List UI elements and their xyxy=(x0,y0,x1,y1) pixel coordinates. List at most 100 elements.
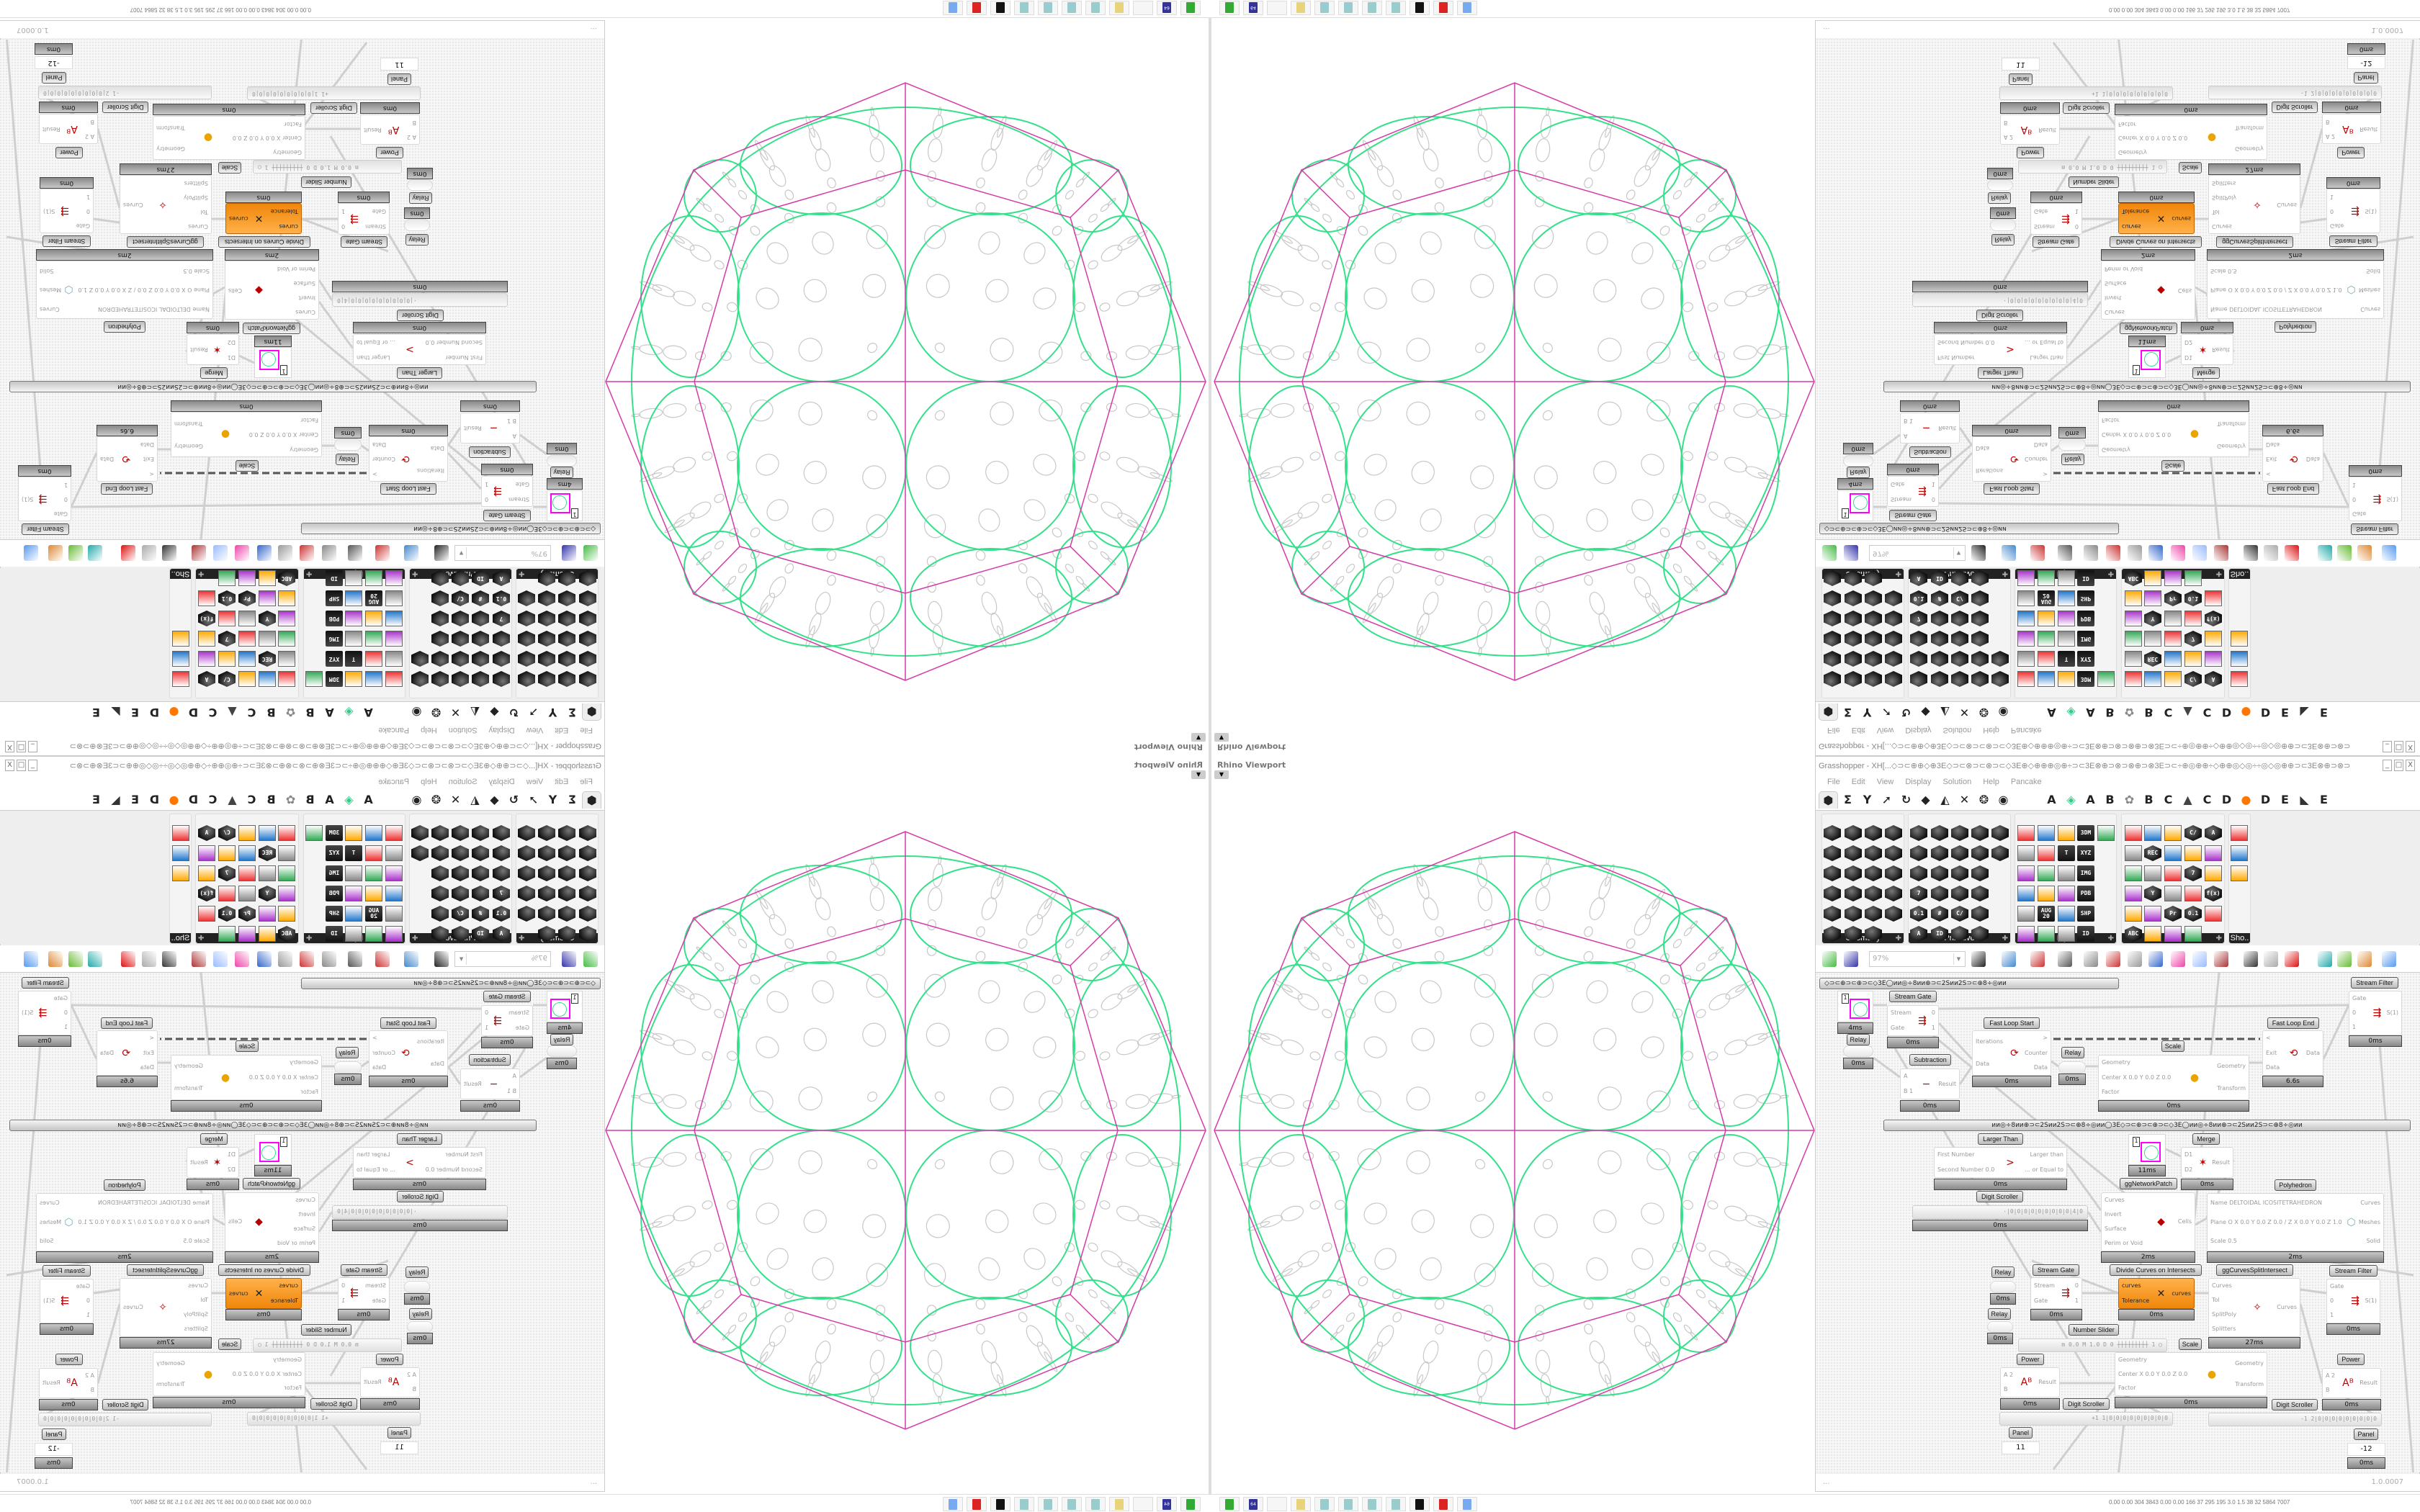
input-second[interactable]: Second Number 0.0 xyxy=(425,339,483,346)
arrow-icon[interactable] xyxy=(2144,926,2161,942)
output-1[interactable]: 1 xyxy=(485,1024,489,1031)
ggcurvessplitintersect-component[interactable]: Curves Tol SplitPoly Splitters Curves ✧ xyxy=(120,175,212,234)
digit-scroller-label[interactable]: Digit Scroller xyxy=(310,102,357,114)
minimize-button[interactable]: _ xyxy=(2383,741,2392,752)
scale-component[interactable]: Geometry Center X 0.0 Y 0.0 Z 0.0 Factor Ge… xyxy=(2098,412,2249,457)
input-geometry[interactable]: Geometry xyxy=(273,1356,302,1363)
output-largerthan[interactable]: Larger than xyxy=(2030,1151,2063,1158)
input-plane[interactable]: Plane O X 0.0 Y 0.0 Z 0.0 / Z X 0.0 Y 0.… xyxy=(78,1218,210,1225)
divide-curves-on-intersects-component[interactable]: curves Tolerance curves ✕ xyxy=(225,203,302,234)
tab-params-icon[interactable]: ⬢ xyxy=(582,791,601,809)
chevron-down-icon[interactable]: ▼ xyxy=(457,547,467,559)
tab-mesh-icon[interactable]: ◭ xyxy=(470,793,480,806)
rhino-viewport[interactable]: Rhino Viewport ▼ xyxy=(605,756,1210,1494)
point-icon[interactable] xyxy=(1865,825,1882,841)
relay-component[interactable] xyxy=(404,219,430,231)
output-0[interactable]: 0 xyxy=(485,1009,489,1017)
menu-item-solution[interactable]: Solution xyxy=(448,778,478,786)
pr-icon[interactable]: Pr xyxy=(238,906,256,922)
group-bar[interactable]: ◇⊃⊂⊕⊃⊂⊕⊃⊂◇3E◯ᴎᴎ◎÷8ᴎᴎ⊕⊃⊂2Sᴎᴎ2S⊃⊂⊕8÷◎ᴎᴎ xyxy=(301,523,601,534)
mesh-icon[interactable] xyxy=(1845,906,1862,922)
digit-scroller-slider[interactable]: ·|0|0|0|0|0|0|0|0|0|4|0 xyxy=(1912,293,2088,307)
input-b[interactable]: B xyxy=(2004,120,2008,126)
trim-icon[interactable] xyxy=(348,545,362,561)
trim-icon[interactable] xyxy=(2058,545,2072,561)
input-name[interactable]: Name DELTOIDAL ICOSITETRAHEDRON xyxy=(97,1200,210,1207)
output-result[interactable]: Result xyxy=(2212,346,2230,354)
graph-icon[interactable] xyxy=(385,845,403,861)
output-data[interactable]: Data xyxy=(2305,1049,2320,1056)
expand-icon[interactable]: ✚ xyxy=(2002,570,2008,577)
img-icon[interactable]: IMG xyxy=(2077,631,2094,647)
menu-item-file[interactable]: File xyxy=(1827,778,1840,786)
gradient-icon[interactable] xyxy=(365,865,382,881)
output-largerthan[interactable]: Larger than xyxy=(2030,354,2063,361)
gem-icon[interactable] xyxy=(121,545,135,561)
input-gate[interactable]: Gate xyxy=(515,1024,529,1031)
dial-icon[interactable] xyxy=(2164,570,2182,586)
tab-sets-icon[interactable]: Y xyxy=(548,706,557,719)
tab-c[interactable]: C xyxy=(208,706,218,719)
input-first[interactable]: First Number xyxy=(445,1151,483,1158)
c--icon[interactable]: C/ xyxy=(2184,825,2202,841)
eye-icon[interactable] xyxy=(2002,545,2016,561)
relay-component[interactable] xyxy=(407,179,433,191)
stream-gate-component[interactable]: Stream Gate 0 1 ⇶ xyxy=(1887,1005,1939,1036)
list-icon[interactable] xyxy=(385,926,403,942)
t-icon[interactable]: T xyxy=(345,651,362,667)
domain-icon[interactable] xyxy=(1991,825,2009,841)
minimize-button[interactable]: _ xyxy=(28,760,37,771)
input-second[interactable]: Second Number 0.0 xyxy=(1937,1166,1995,1173)
chevron-down-icon[interactable]: ▼ xyxy=(457,953,467,965)
leaf-icon[interactable] xyxy=(493,825,510,841)
--icon[interactable] xyxy=(472,631,489,647)
digit-scroller-slider[interactable]: +1 1|0|0|0|0|0|0|0|0|0 xyxy=(1999,86,2173,100)
fast-loop-end-label[interactable]: Fast Loop End xyxy=(2267,483,2319,495)
input-iterations[interactable]: Iterations xyxy=(416,467,444,474)
taskbar-red-app-icon[interactable] xyxy=(967,1497,987,1511)
output-result[interactable]: Result xyxy=(2212,1158,2230,1166)
expand-icon[interactable]: ✚ xyxy=(412,570,418,577)
package-icon[interactable] xyxy=(2171,951,2185,967)
input-d2[interactable]: D2 xyxy=(2184,339,2193,346)
input-b[interactable]: B xyxy=(412,120,417,126)
spiral-icon[interactable] xyxy=(1885,671,1902,687)
input-invert[interactable]: Invert xyxy=(2105,294,2122,301)
expand-icon[interactable]: ✚ xyxy=(2107,935,2114,942)
stripes-icon[interactable] xyxy=(472,651,489,667)
panel-value[interactable]: 11 xyxy=(380,1441,418,1454)
relay-label[interactable]: Relay xyxy=(1988,192,2011,204)
relay-component[interactable] xyxy=(1990,219,2016,231)
tab-vector-icon[interactable]: ➚ xyxy=(1881,793,1892,806)
tab-plugin-icon[interactable]: ● xyxy=(2241,793,2251,806)
output-0[interactable]: 0 xyxy=(2074,223,2079,230)
expand-icon[interactable]: ✚ xyxy=(2002,935,2008,942)
at-icon[interactable] xyxy=(322,545,336,561)
stream-gate-component[interactable]: Stream Gate 0 1 ⇶ xyxy=(338,203,390,235)
output-s1[interactable]: S(1) xyxy=(2365,208,2377,215)
rhino-viewport[interactable]: Rhino Viewport ▼ xyxy=(1210,18,1815,756)
menu-item-edit[interactable]: Edit xyxy=(1851,726,1865,734)
stream-filter-label[interactable]: Stream Filter xyxy=(22,977,69,989)
power-component[interactable]: A 2 B Result Aᴮ xyxy=(39,1368,98,1398)
matrix-icon[interactable] xyxy=(452,825,469,841)
xyz-icon[interactable]: XYZ xyxy=(326,651,343,667)
x-icon[interactable] xyxy=(1824,845,1841,861)
slider-icon[interactable] xyxy=(385,590,403,606)
tab-surface-icon[interactable]: ◆ xyxy=(1921,793,1930,806)
input-scale[interactable]: Scale 0.5 xyxy=(183,268,210,275)
tab-b[interactable]: B xyxy=(2105,793,2115,806)
output-cells[interactable]: Cells xyxy=(228,1218,243,1225)
input-gate[interactable]: Gate xyxy=(2330,1283,2344,1290)
close-button[interactable]: X xyxy=(2406,741,2415,752)
pdb-icon[interactable]: PDB xyxy=(2077,611,2094,626)
taskbar-monitor-icon[interactable] xyxy=(1219,1497,1240,1511)
tab-plugin-icon[interactable]: ✿ xyxy=(2124,706,2135,719)
input-gate[interactable]: Gate xyxy=(2352,995,2367,1002)
f-x--icon[interactable]: f(x) xyxy=(2205,886,2222,901)
0-1-icon[interactable]: 0.1 xyxy=(218,906,236,922)
palette-icon[interactable] xyxy=(2205,906,2222,922)
input-surface[interactable]: Surface xyxy=(293,280,315,287)
input-factor[interactable]: Factor xyxy=(284,120,302,127)
relay-component[interactable] xyxy=(2058,438,2086,451)
